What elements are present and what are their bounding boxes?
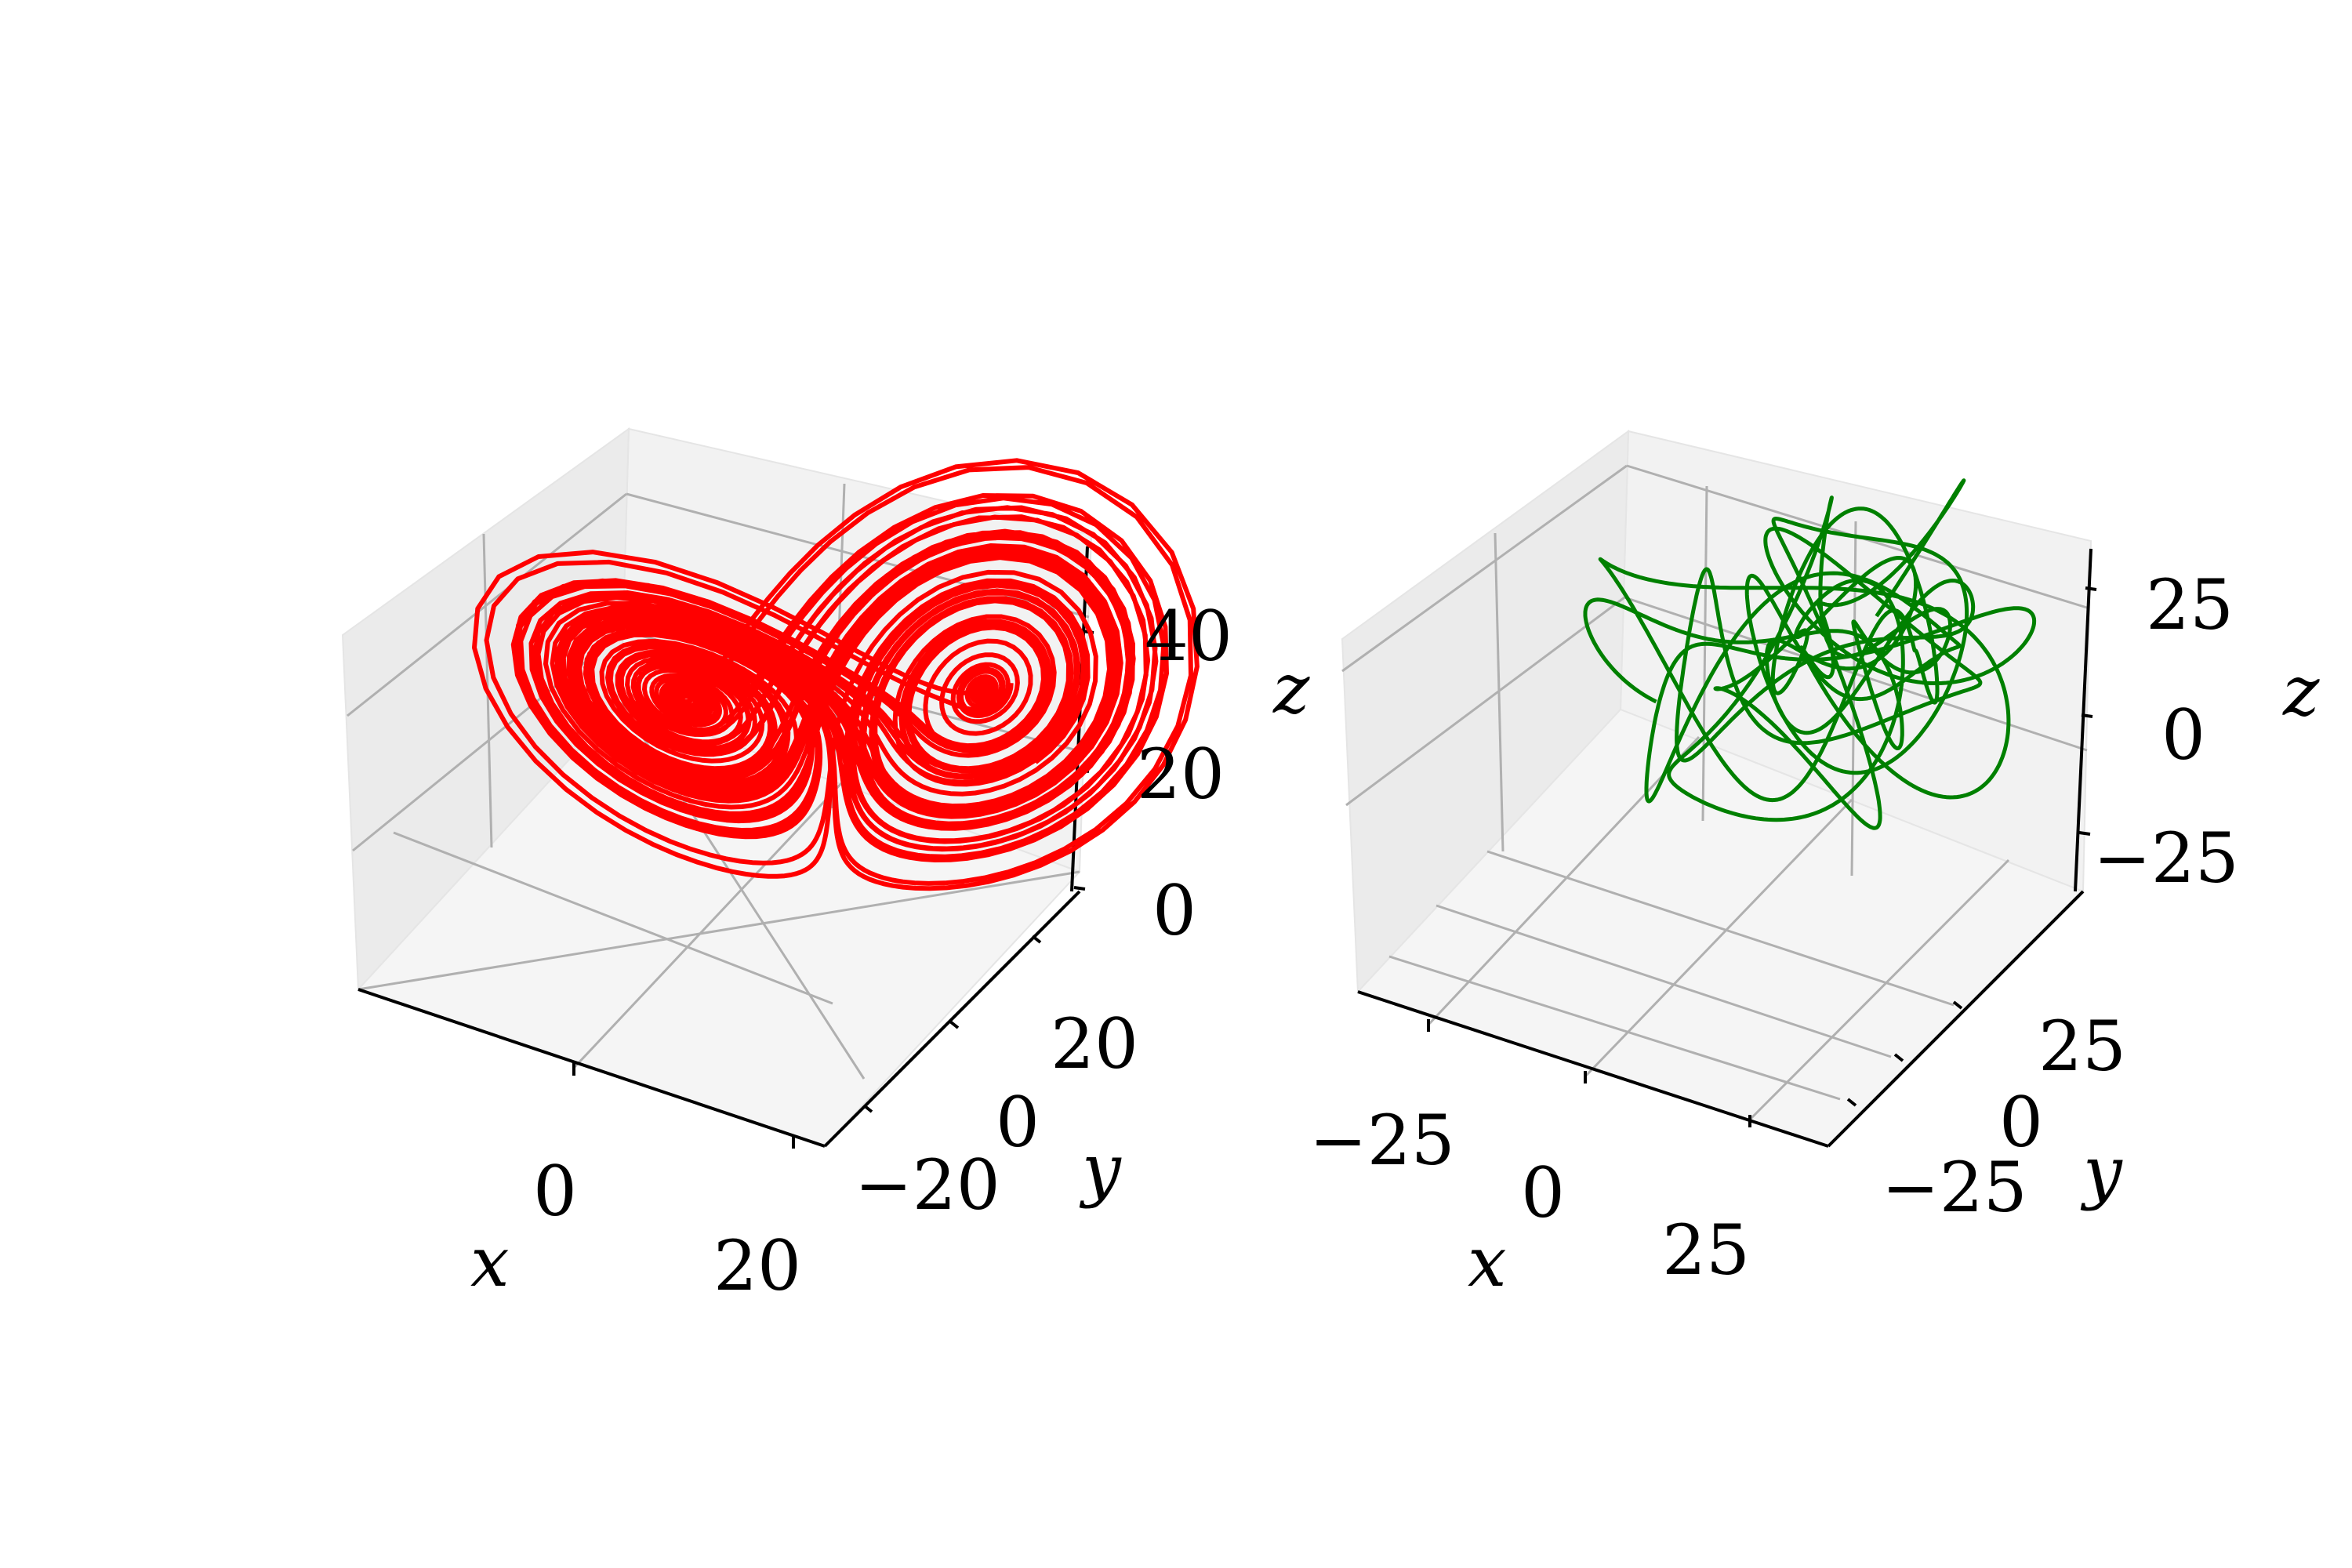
left-x-tick-label: 0 — [533, 1151, 577, 1232]
right-y-axis-label: y — [2080, 1131, 2123, 1212]
left-z-tick-label: 20 — [1137, 734, 1225, 815]
right-x-axis-label: x — [1468, 1221, 1507, 1302]
right-z-tick-label: 0 — [2161, 695, 2205, 775]
right-x-tick-label: 0 — [1521, 1152, 1565, 1233]
right-x-tick-label: −25 — [1309, 1100, 1455, 1181]
left-z-tick-label: 0 — [1152, 870, 1196, 951]
right-axis-labels: x y z — [1468, 651, 2320, 1302]
left-trajectory-line — [472, 458, 1200, 891]
right-x-tick-label: 25 — [1662, 1210, 1750, 1290]
subplot-left: 0 20 −20 0 20 0 20 40 x y z — [341, 427, 1310, 1306]
left-z-axis-label: z — [1272, 648, 1310, 729]
left-axis-labels: x y z — [470, 648, 1310, 1302]
right-y-tick-label: 0 — [1999, 1082, 2043, 1163]
left-y-tick-label: −20 — [855, 1145, 1000, 1225]
left-x-tick-label: 20 — [713, 1225, 801, 1306]
right-y-tick-label: 25 — [2038, 1006, 2126, 1087]
right-trajectory-path — [1583, 478, 2037, 830]
right-z-axis-label: z — [2282, 651, 2320, 731]
right-y-tick-label: −25 — [1882, 1147, 2027, 1228]
right-ticks — [1427, 586, 2097, 1127]
left-y-tick-label: 20 — [1051, 1004, 1138, 1084]
right-tick-labels: −25 0 25 −25 0 25 −25 0 25 — [1309, 564, 2239, 1290]
right-z-tick-label: 25 — [2146, 564, 2234, 645]
left-y-axis-label: y — [1079, 1129, 1122, 1210]
left-trajectory-path — [472, 458, 1200, 891]
subplot-right: −25 0 25 −25 0 25 −25 0 25 x y z — [1309, 429, 2320, 1302]
left-tick-labels: 0 20 −20 0 20 0 20 40 — [533, 596, 1232, 1306]
left-z-tick-label: 40 — [1145, 596, 1232, 677]
left-y-tick-label: 0 — [996, 1082, 1040, 1163]
right-z-tick-label: −25 — [2093, 818, 2239, 898]
right-trajectory-line — [1583, 478, 2037, 830]
left-axis-lines — [358, 546, 1089, 1148]
left-x-axis-label: x — [470, 1221, 510, 1302]
